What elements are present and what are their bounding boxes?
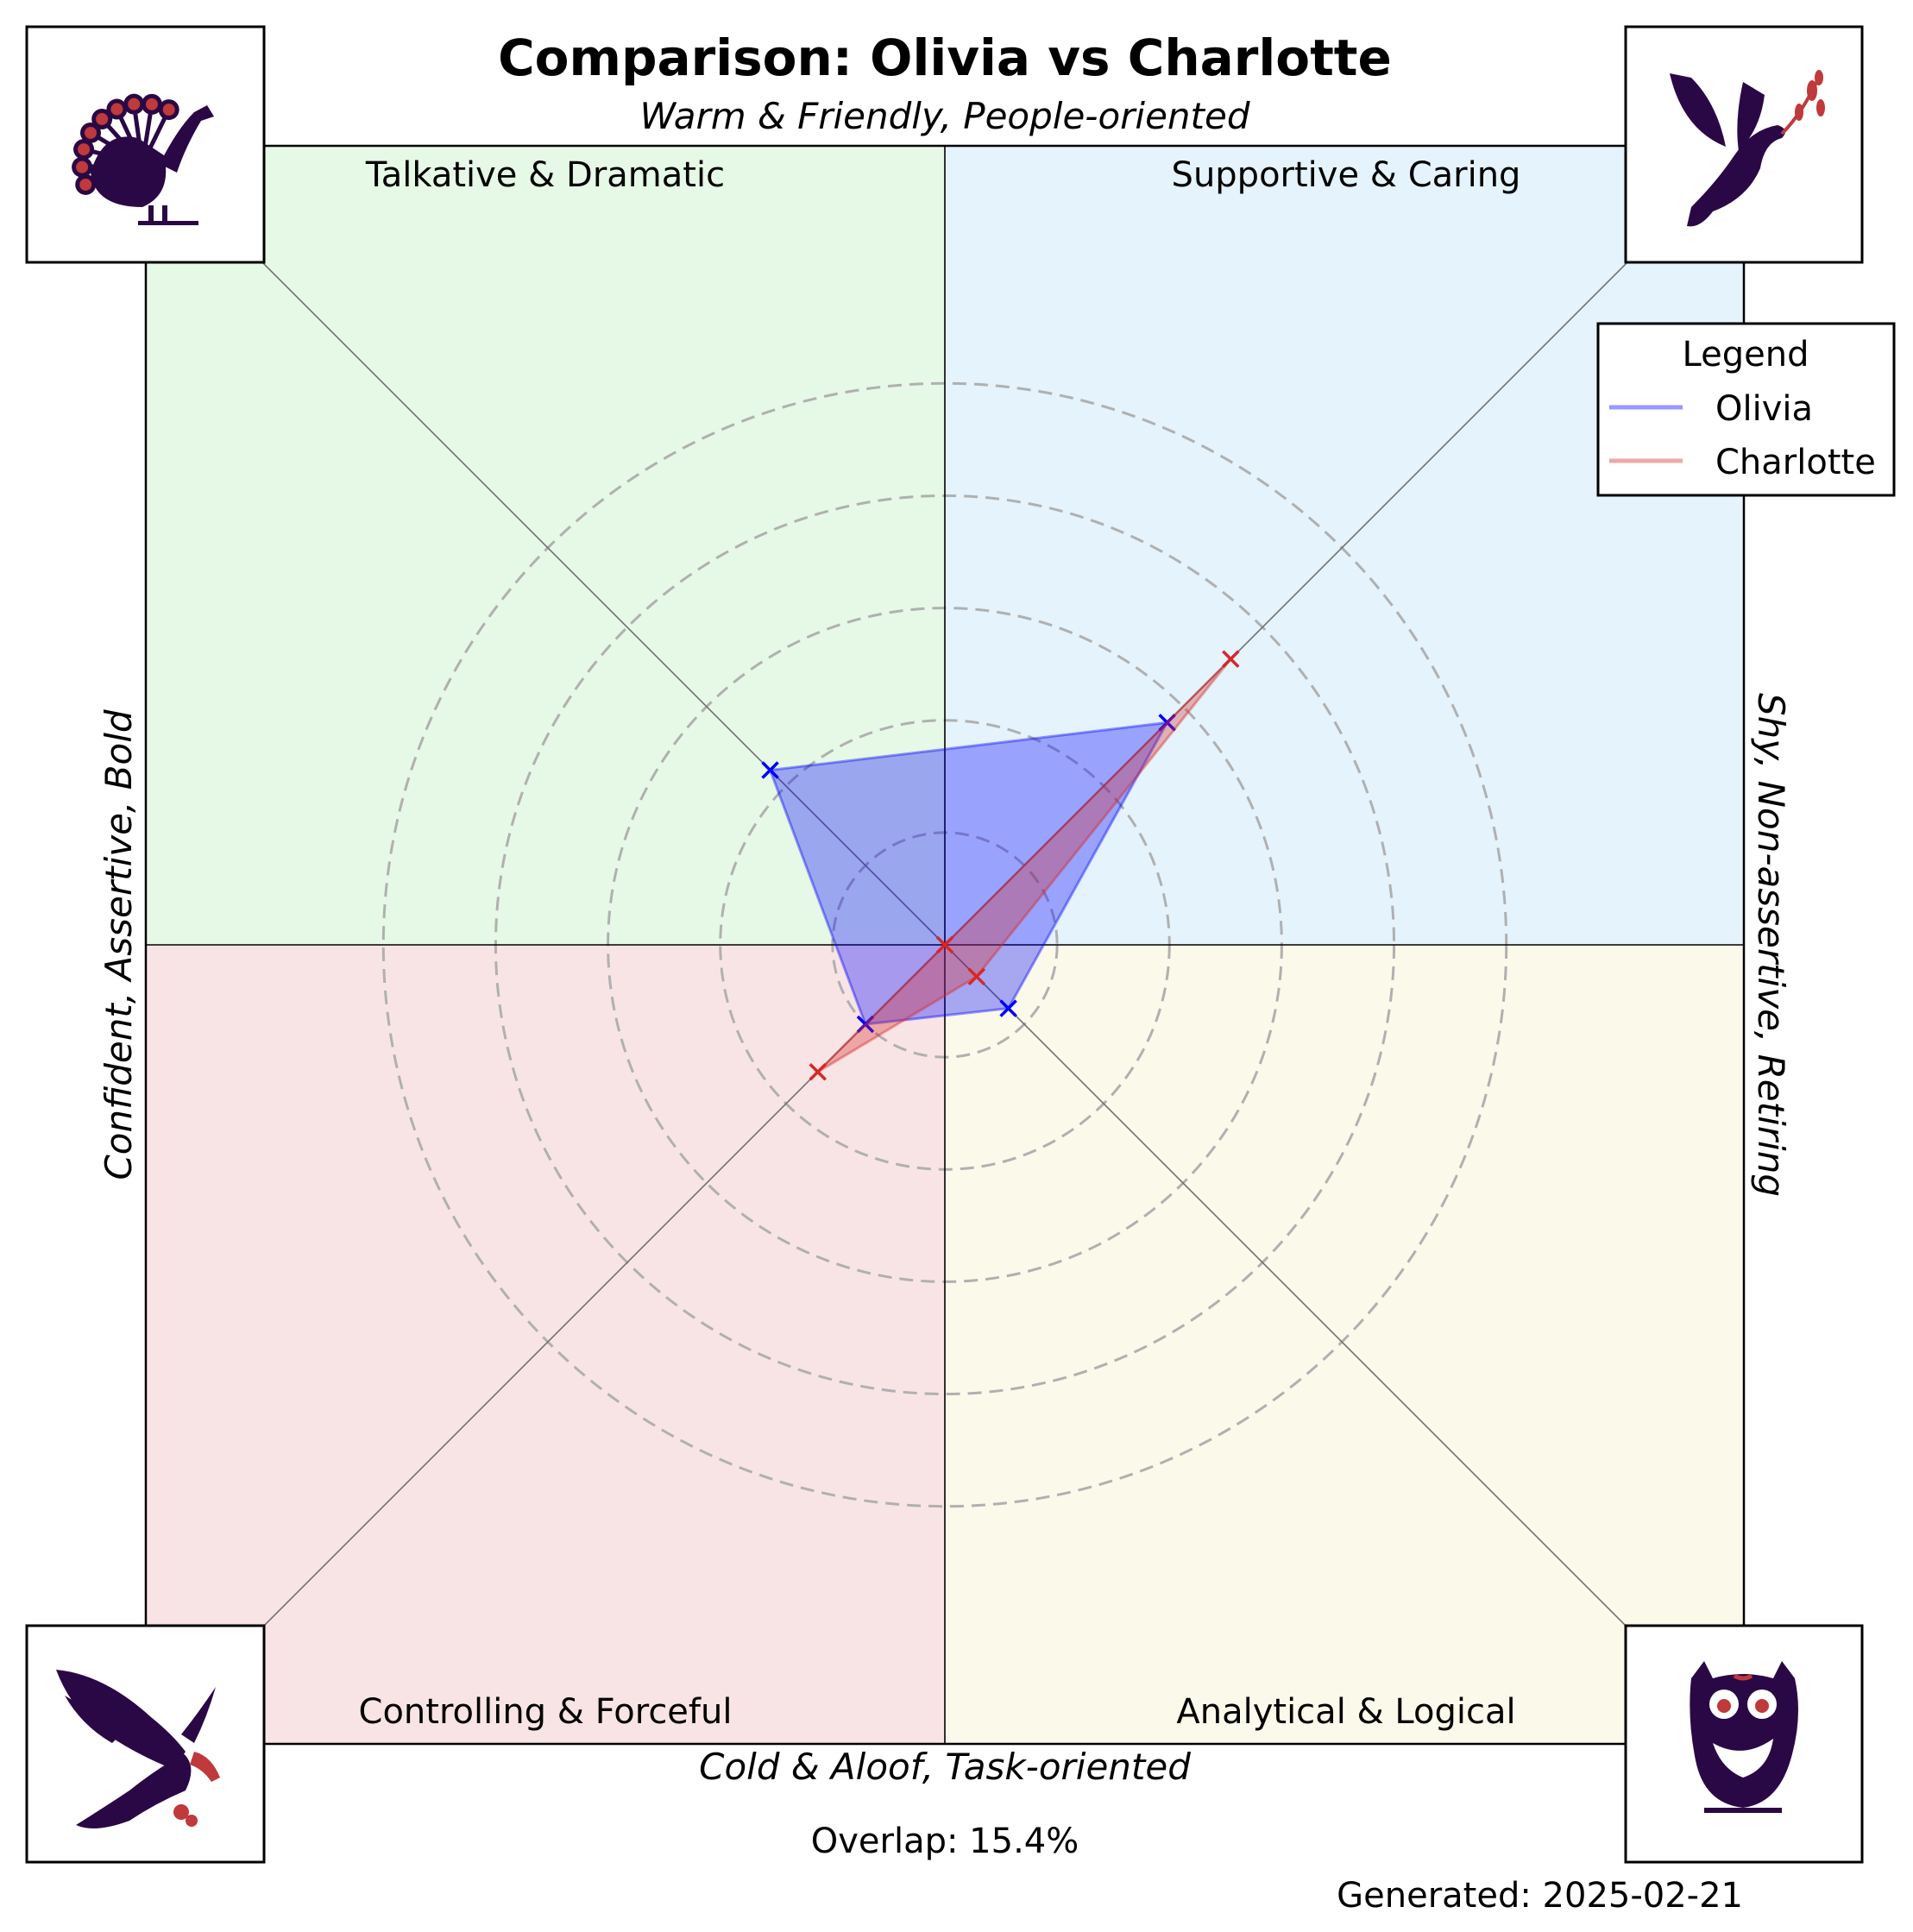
quadrant-label-talkative-dramatic: Talkative & Dramatic [365, 155, 725, 195]
quadrant-label-controlling-forceful: Controlling & Forceful [359, 1692, 733, 1732]
dove-icon [1624, 25, 1864, 264]
series-point-olivia [1158, 714, 1176, 732]
chart-title: Comparison: Olivia vs Charlotte [498, 28, 1392, 87]
peacock-feather-dot [84, 126, 97, 139]
overlap-text: Overlap: 15.4% [811, 1822, 1079, 1861]
peacock-feather-dot [76, 160, 89, 173]
series-point-charlotte [967, 967, 986, 986]
generated-date: Generated: 2025-02-21 [1337, 1876, 1743, 1916]
peacock-feather-dot [128, 98, 141, 110]
series-layer [761, 650, 1240, 1081]
axis-label-left: Confident, Assertive, Bold [98, 709, 140, 1180]
legend-title: Legend [1683, 335, 1809, 374]
peacock-feather-dot [162, 104, 175, 116]
series-point-olivia [999, 999, 1017, 1017]
series-point-charlotte [809, 1063, 827, 1081]
series-point-olivia [761, 761, 779, 779]
axis-label-top: Warm & Friendly, People-oriented [639, 95, 1249, 137]
owl-icon [1624, 1624, 1864, 1864]
peacock-feather-dot [110, 103, 123, 116]
series-point-olivia [856, 1015, 875, 1034]
legend-label-olivia: Olivia [1715, 389, 1813, 429]
axis-label-bottom: Cold & Aloof, Task-oriented [699, 1746, 1191, 1788]
series-point-charlotte [935, 935, 954, 954]
quadrant-label-supportive-caring: Supportive & Caring [1172, 155, 1521, 195]
legend-label-charlotte: Charlotte [1715, 443, 1876, 482]
peacock-feather-dot [78, 143, 91, 156]
series-point-charlotte [1222, 650, 1240, 668]
legend: Legend Olivia Charlotte [1596, 322, 1896, 497]
plot-frame [144, 144, 1746, 1746]
peacock-feather-dot [79, 178, 92, 191]
eagle-icon [25, 1624, 266, 1864]
quadrant-label-analytical-logical: Analytical & Logical [1176, 1692, 1515, 1732]
peacock-feather-dot [145, 98, 158, 110]
peacock-feather-dot [96, 112, 109, 125]
legend-box [1596, 322, 1896, 497]
peacock-icon [25, 25, 266, 264]
axis-label-right: Shy, Non-assertive, Retiring [1750, 693, 1792, 1197]
